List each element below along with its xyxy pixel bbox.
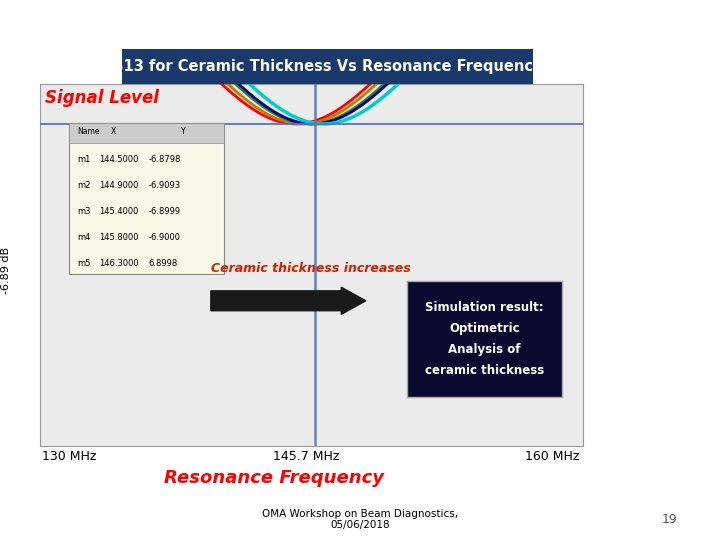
Text: Name: Name xyxy=(78,127,100,137)
Text: m4: m4 xyxy=(307,76,318,82)
Text: m5: m5 xyxy=(318,76,329,82)
Text: 160 MHz: 160 MHz xyxy=(525,450,580,463)
Text: X: X xyxy=(110,127,115,137)
Text: 6.8998: 6.8998 xyxy=(148,259,178,268)
Text: m1: m1 xyxy=(78,154,91,164)
Bar xyxy=(70,124,225,274)
Text: 146.3000: 146.3000 xyxy=(99,259,139,268)
Text: m5: m5 xyxy=(78,259,91,268)
Text: 145.8000: 145.8000 xyxy=(99,233,139,242)
Text: -6.8798: -6.8798 xyxy=(148,154,181,164)
Text: Ceramic thickness increases: Ceramic thickness increases xyxy=(211,262,410,275)
Text: 145.4000: 145.4000 xyxy=(99,207,139,216)
Text: 130 MHz: 130 MHz xyxy=(42,450,96,463)
Text: 19: 19 xyxy=(662,513,678,526)
Text: -6.9000: -6.9000 xyxy=(148,233,180,242)
Text: Simulation result:
Optimetric
Analysis of
ceramic thickness: Simulation result: Optimetric Analysis o… xyxy=(425,301,544,377)
Text: 145.7 MHz: 145.7 MHz xyxy=(273,450,339,463)
Text: m4: m4 xyxy=(78,233,91,242)
Text: m3: m3 xyxy=(78,207,91,216)
FancyArrow shape xyxy=(211,287,366,314)
Text: XY Pct1: XY Pct1 xyxy=(293,72,330,82)
Text: 144.5000: 144.5000 xyxy=(99,154,139,164)
Text: OMA Workshop on Beam Diagnostics,
05/06/2018: OMA Workshop on Beam Diagnostics, 05/06/… xyxy=(262,509,458,530)
Text: m2: m2 xyxy=(78,181,91,190)
Text: -6.8999: -6.8999 xyxy=(148,207,181,216)
Bar xyxy=(70,124,225,144)
Text: Y: Y xyxy=(181,127,186,137)
Text: m3: m3 xyxy=(305,76,315,82)
Text: -6.9093: -6.9093 xyxy=(148,181,181,190)
Text: Resonance Frequency: Resonance Frequency xyxy=(163,469,384,487)
Text: -6.89 dB: -6.89 dB xyxy=(1,246,11,294)
Text: S13 for Ceramic Thickness Vs Resonance Frequency: S13 for Ceramic Thickness Vs Resonance F… xyxy=(113,59,542,73)
Text: m1: m1 xyxy=(290,76,302,82)
Text: 144.9000: 144.9000 xyxy=(99,181,139,190)
Text: m2: m2 xyxy=(297,76,307,82)
Text: Signal Level: Signal Level xyxy=(45,89,159,107)
